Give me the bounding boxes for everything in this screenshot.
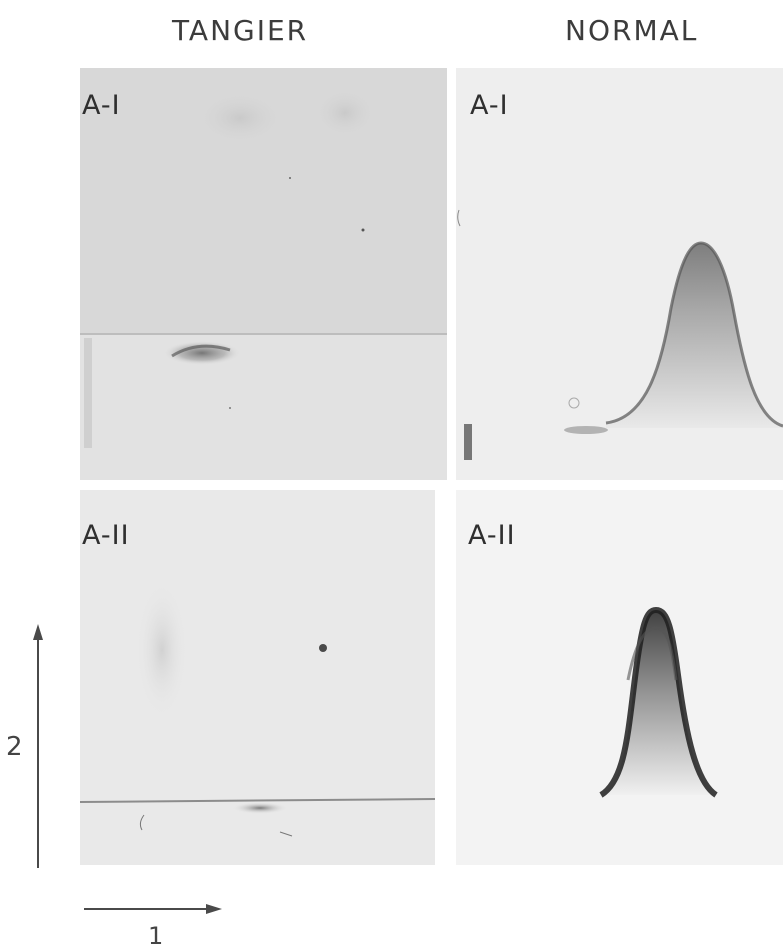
horizontal-axis-label: 1	[148, 922, 163, 950]
vertical-arrow	[33, 624, 43, 868]
horizontal-arrow	[84, 904, 222, 914]
vertical-axis-label: 2	[6, 732, 23, 762]
